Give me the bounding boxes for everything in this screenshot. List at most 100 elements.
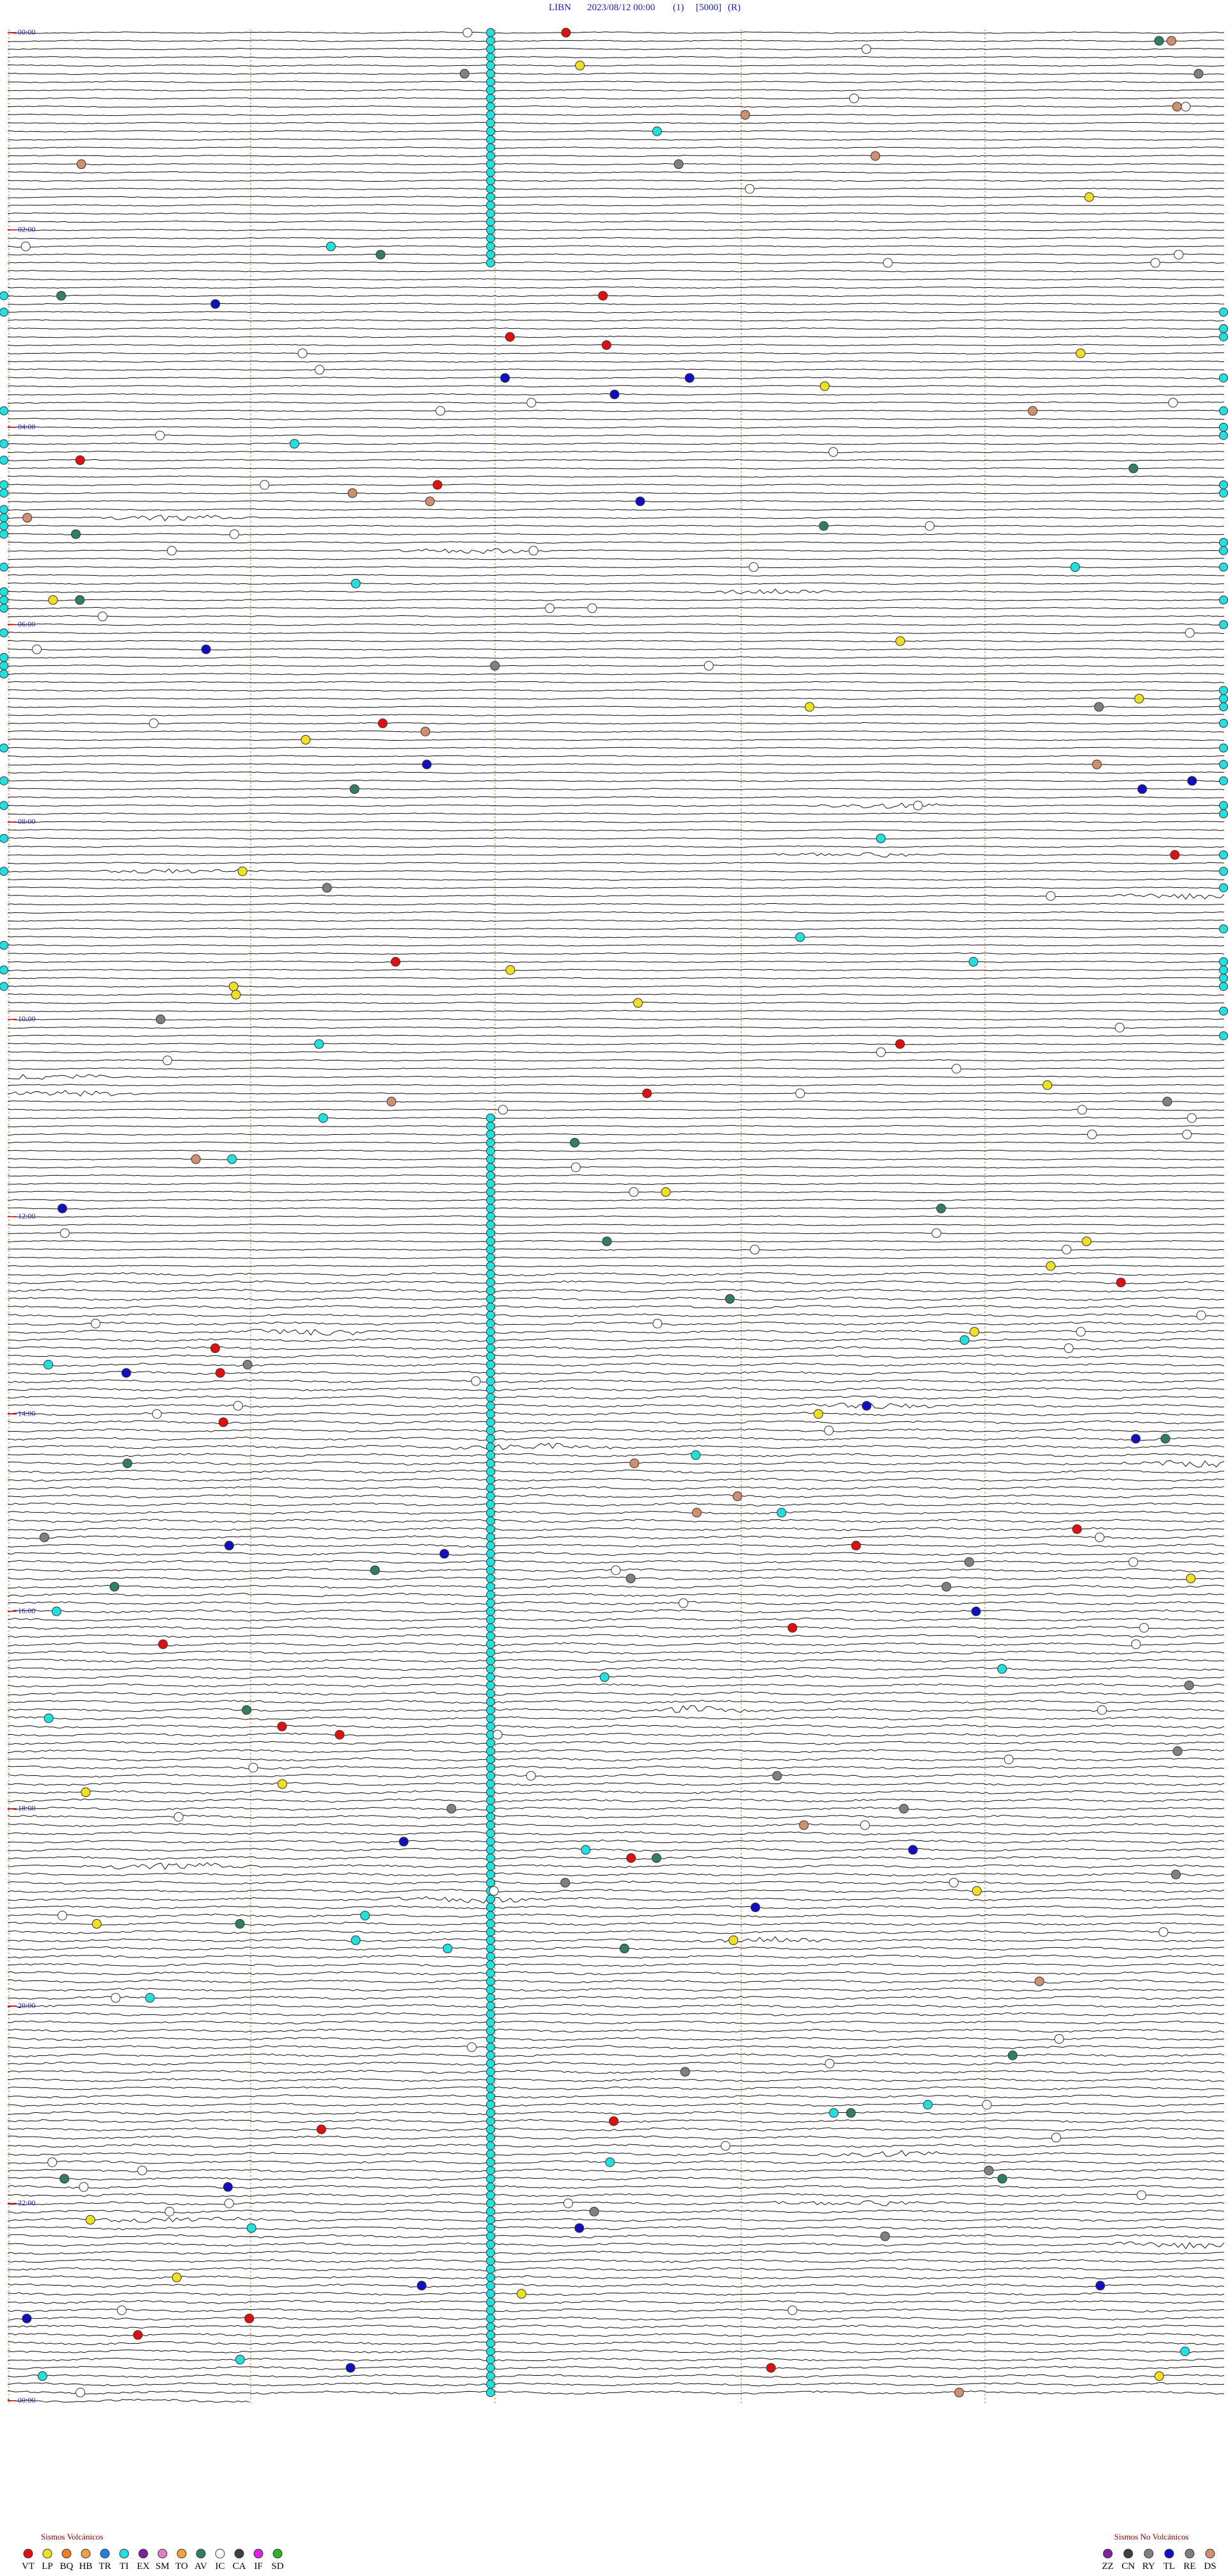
event bbox=[435, 406, 445, 416]
event bbox=[486, 193, 495, 202]
event bbox=[949, 1877, 959, 1888]
trace bbox=[7, 755, 1224, 757]
trace bbox=[7, 319, 1225, 322]
event bbox=[486, 44, 495, 54]
event bbox=[1193, 68, 1204, 79]
trace bbox=[7, 837, 1225, 840]
legend-marker bbox=[1185, 2548, 1195, 2559]
event bbox=[968, 957, 979, 967]
trace bbox=[7, 1100, 1225, 1103]
event bbox=[289, 439, 299, 449]
event bbox=[862, 1401, 872, 1411]
event bbox=[959, 1335, 970, 1345]
event bbox=[923, 2099, 933, 2110]
event bbox=[71, 529, 81, 539]
event bbox=[505, 332, 515, 342]
trace bbox=[7, 1896, 1225, 1904]
event bbox=[602, 1237, 612, 1247]
event bbox=[1154, 36, 1164, 46]
trace bbox=[7, 2028, 1225, 2033]
trace bbox=[7, 294, 1225, 297]
trace bbox=[7, 1576, 1225, 1581]
event bbox=[315, 365, 325, 375]
event bbox=[235, 1918, 245, 1929]
legend-label: TR bbox=[98, 2561, 111, 2572]
event bbox=[486, 2083, 495, 2093]
trace bbox=[7, 1150, 1225, 1153]
event bbox=[260, 480, 270, 490]
trace bbox=[7, 738, 1225, 741]
event bbox=[0, 628, 8, 638]
trace bbox=[7, 1790, 1225, 1795]
event bbox=[486, 1426, 495, 1435]
event bbox=[486, 85, 495, 95]
event bbox=[732, 1491, 743, 1501]
event bbox=[1219, 686, 1228, 695]
trace bbox=[7, 220, 1225, 223]
event bbox=[391, 957, 401, 967]
event bbox=[1219, 546, 1228, 555]
event bbox=[443, 1943, 453, 1954]
trace bbox=[7, 335, 1225, 338]
trace bbox=[7, 1453, 1224, 1458]
event bbox=[819, 381, 830, 391]
trace bbox=[7, 828, 1225, 832]
event bbox=[997, 1664, 1007, 1674]
event bbox=[486, 52, 495, 62]
event bbox=[486, 1138, 495, 1148]
trace bbox=[7, 1625, 1225, 1630]
event bbox=[224, 2199, 234, 2208]
trace bbox=[7, 1402, 1225, 1409]
event bbox=[486, 2297, 495, 2307]
trace bbox=[7, 81, 1225, 83]
trace bbox=[7, 450, 1225, 454]
event bbox=[972, 1886, 982, 1896]
trace bbox=[8, 1494, 1225, 1499]
event bbox=[486, 200, 495, 210]
event bbox=[626, 1574, 636, 1584]
event bbox=[486, 1837, 495, 1846]
station: LIBN bbox=[549, 3, 571, 13]
trace bbox=[7, 187, 1225, 191]
events bbox=[0, 28, 1228, 2398]
trace bbox=[7, 903, 1224, 906]
event bbox=[224, 1540, 234, 1551]
event bbox=[486, 77, 495, 87]
event bbox=[462, 28, 473, 38]
event bbox=[587, 603, 597, 613]
trace bbox=[7, 1051, 1225, 1054]
event bbox=[605, 2157, 615, 2167]
trace bbox=[7, 1510, 1225, 1515]
event bbox=[248, 1762, 258, 1773]
event bbox=[486, 1179, 495, 1189]
trace bbox=[7, 2332, 1225, 2337]
event bbox=[486, 2182, 495, 2192]
event bbox=[0, 521, 8, 531]
event bbox=[486, 1631, 495, 1641]
legend-marker bbox=[1103, 2548, 1113, 2559]
event bbox=[1158, 1927, 1169, 1937]
event bbox=[486, 151, 495, 161]
event bbox=[486, 1434, 495, 1444]
trace bbox=[7, 706, 1225, 708]
event bbox=[492, 1730, 503, 1740]
event bbox=[870, 151, 881, 161]
trace bbox=[7, 1001, 1225, 1004]
event bbox=[829, 2108, 839, 2118]
legend-label: ZZ bbox=[1102, 2561, 1114, 2572]
trace bbox=[7, 541, 1225, 544]
event bbox=[563, 2199, 573, 2208]
event bbox=[1219, 718, 1228, 728]
event bbox=[486, 2067, 495, 2076]
trace bbox=[7, 2291, 1225, 2296]
legend-marker bbox=[1205, 2548, 1215, 2559]
event bbox=[486, 233, 495, 243]
event bbox=[335, 1730, 345, 1740]
event bbox=[1072, 1524, 1082, 1534]
trace bbox=[7, 1371, 1225, 1375]
legend-label: DS bbox=[1204, 2561, 1216, 2572]
event bbox=[486, 1565, 495, 1575]
event bbox=[899, 1804, 909, 1813]
event bbox=[1064, 1343, 1074, 1354]
event bbox=[486, 1368, 495, 1378]
